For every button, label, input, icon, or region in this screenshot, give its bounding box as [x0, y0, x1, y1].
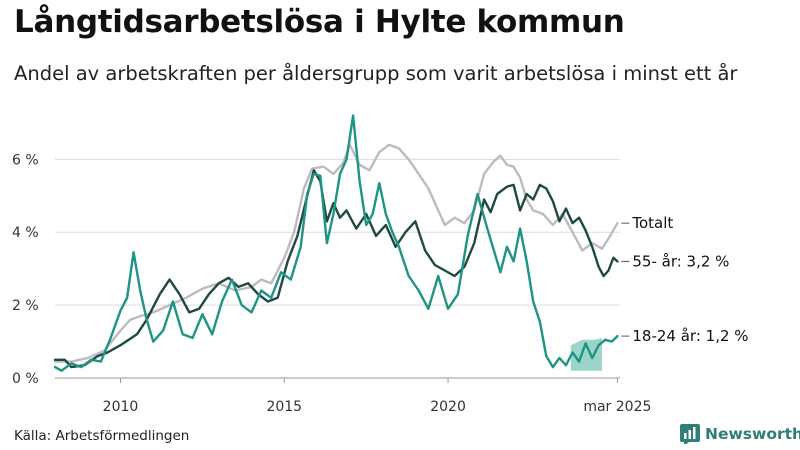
x-tick-label: 2020: [430, 399, 466, 415]
series-layer: [53, 114, 619, 372]
y-tick-label: 6 %: [12, 152, 39, 168]
series-line-2: [53, 114, 619, 372]
grid-layer: [55, 158, 620, 379]
y-tick-label: 2 %: [12, 298, 39, 314]
series-label-1: 55- år: 3,2 %: [632, 252, 729, 270]
y-axis: 0 % 2 % 4 % 6 %: [12, 152, 39, 387]
source-note: Källa: Arbetsförmedlingen: [14, 428, 190, 444]
newsworthy-logo-icon: [680, 424, 700, 444]
x-tick-label: 2010: [103, 399, 139, 415]
chart-subtitle: Andel av arbetskraften per åldersgrupp s…: [14, 62, 738, 85]
series-end-labels: Totalt 55- år: 3,2 % 18-24 år: 1,2 %: [621, 214, 749, 345]
series-label-2: 18-24 år: 1,2 %: [632, 327, 748, 345]
x-tick-label: 2015: [266, 399, 302, 415]
y-tick-label: 4 %: [12, 225, 39, 241]
x-tick-label: mar 2025: [583, 399, 651, 415]
y-tick-label: 0 %: [12, 371, 39, 387]
chart-title: Långtidsarbetslösa i Hylte kommun: [14, 4, 625, 40]
x-axis: 2010 2015 2020 mar 2025: [103, 378, 651, 415]
brand-name: Newsworthy: [705, 425, 800, 443]
brand-logo[interactable]: Newsworthy: [680, 424, 800, 444]
series-label-0: Totalt: [631, 214, 673, 232]
series-line-1: [53, 169, 619, 369]
